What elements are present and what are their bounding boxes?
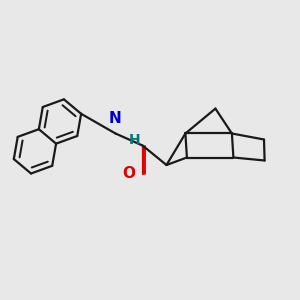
Text: H: H [129, 133, 141, 146]
Text: O: O [122, 167, 135, 182]
Text: N: N [109, 111, 122, 126]
